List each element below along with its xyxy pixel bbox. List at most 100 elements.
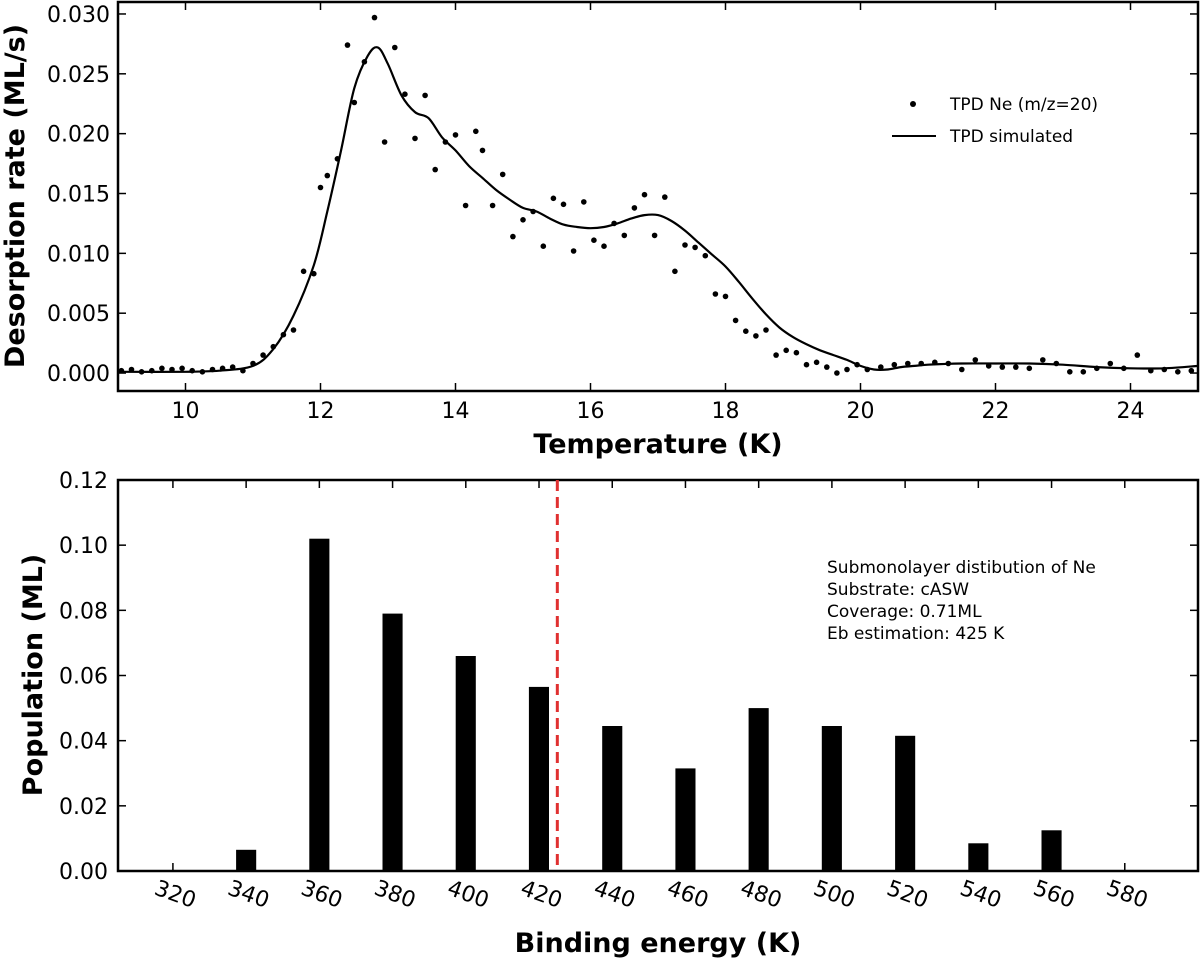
- bar-x-tick-label: 340: [224, 876, 272, 914]
- tpd-data-point: [412, 135, 418, 142]
- tpd-x-tick-label: 20: [847, 399, 875, 424]
- tpd-data-point: [250, 360, 256, 367]
- tpd-data-point: [550, 195, 557, 202]
- bar-x-tick-label: 420: [517, 876, 565, 914]
- tpd-data-point: [452, 132, 459, 138]
- bar-x-tick-label: 540: [957, 876, 1005, 914]
- bar-x-tick-label: 360: [298, 876, 346, 914]
- tpd-data-point: [793, 349, 800, 356]
- tpd-data-point: [1040, 357, 1046, 363]
- tpd-data-point: [219, 365, 226, 372]
- tpd-data-point: [783, 347, 789, 354]
- tpd-data-point: [311, 270, 317, 277]
- tpd-data-point: [999, 364, 1006, 370]
- tpd-data-point: [159, 365, 165, 372]
- tpd-plot-area: [117, 14, 1199, 376]
- tpd-x-tick-label: 24: [1117, 399, 1145, 424]
- bar-y-axis-title: Population (ML): [18, 554, 49, 796]
- tpd-data-point: [591, 237, 597, 243]
- bar-440: [602, 726, 623, 871]
- tpd-data-point: [317, 184, 324, 191]
- tpd-data-point: [300, 268, 307, 275]
- tpd-y-tick-label: 0.010: [47, 242, 110, 267]
- tpd-data-point: [743, 328, 749, 335]
- legend-dot-marker: [910, 101, 916, 107]
- bar-360: [309, 538, 330, 871]
- tpd-data-point: [1080, 369, 1087, 375]
- tpd-data-point: [1026, 365, 1033, 372]
- tpd-data-point: [824, 364, 830, 370]
- tpd-data-point: [945, 360, 952, 367]
- annotation-box: Submonolayer distibution of Ne Substrate…: [827, 558, 1096, 644]
- tpd-plot-frame: [116, 0, 1200, 393]
- tpd-data-point: [712, 291, 719, 297]
- tpd-data-point: [479, 147, 486, 154]
- bar-520: [895, 735, 916, 871]
- tpd-data-point: [422, 92, 428, 99]
- tpd-data-point: [442, 139, 449, 145]
- bar-x-tick-label: 380: [371, 876, 419, 914]
- tpd-data-point: [651, 232, 658, 239]
- tpd-y-tick-label: 0.005: [47, 302, 110, 327]
- tpd-x-tick-label: 12: [307, 399, 335, 424]
- tpd-x-tick-label: 14: [442, 399, 470, 424]
- bar-x-tick-label: 320: [151, 876, 199, 914]
- bar-460: [675, 768, 696, 871]
- tpd-data-point: [540, 243, 547, 249]
- annotation-line-3: Coverage: 0.71ML: [827, 602, 982, 622]
- tpd-data-point: [149, 367, 155, 374]
- tpd-data-point: [905, 360, 911, 367]
- tpd-data-point: [803, 361, 810, 368]
- tpd-data-point: [631, 205, 638, 211]
- tpd-y-axis: 0.000 0.005 0.010 0.015 0.020 0.025 0.030: [47, 3, 1198, 387]
- tpd-data-point: [1094, 365, 1100, 372]
- tpd-data-point: [854, 361, 860, 368]
- tpd-data-point: [351, 99, 358, 106]
- tpd-data-point: [972, 357, 979, 363]
- bar-y-tick-label: 0.02: [59, 795, 108, 820]
- tpd-data-point: [324, 172, 331, 179]
- annotation-line-1: Submonolayer distibution of Ne: [827, 558, 1096, 578]
- tpd-data-point: [601, 243, 607, 249]
- tpd-data-point: [641, 191, 648, 198]
- tpd-data-point: [473, 128, 479, 135]
- tpd-y-tick-label: 0.025: [47, 63, 110, 88]
- bar-x-tick-label: 560: [1030, 876, 1078, 914]
- tpd-y-tick-label: 0.020: [47, 123, 110, 148]
- tpd-data-point: [118, 367, 125, 374]
- tpd-data-point: [169, 366, 175, 373]
- bar-x-tick-label: 480: [737, 876, 785, 914]
- bar-x-tick-label: 500: [810, 876, 858, 914]
- tpd-x-tick-label: 18: [712, 399, 740, 424]
- tpd-data-point: [199, 369, 206, 375]
- tpd-data-point: [209, 366, 216, 373]
- tpd-data-point: [1134, 352, 1141, 358]
- tpd-data-point: [682, 242, 688, 248]
- tpd-simulated-line: [117, 46, 1199, 373]
- tpd-data-point: [432, 166, 439, 173]
- tpd-data-point: [520, 217, 526, 223]
- tpd-data-point: [189, 367, 195, 374]
- annotation-line-4: Eb estimation: 425 K: [827, 624, 1005, 644]
- tpd-data-point: [290, 327, 297, 333]
- tpd-data-point: [229, 364, 236, 370]
- tpd-data-point: [611, 220, 617, 227]
- tpd-data-point: [402, 91, 408, 97]
- tpd-data-point: [672, 268, 678, 275]
- tpd-data-point: [280, 331, 287, 338]
- tpd-data-point: [128, 366, 135, 373]
- tpd-data-point: [878, 364, 884, 370]
- tpd-data-point: [334, 156, 341, 162]
- tpd-data-point: [918, 360, 924, 367]
- tpd-data-point: [732, 317, 739, 324]
- tpd-data-point: [344, 42, 351, 48]
- tpd-data-point: [692, 244, 698, 251]
- tpd-data-point: [1175, 369, 1181, 375]
- bar-y-tick-label: 0.08: [59, 599, 108, 624]
- tpd-data-point: [864, 366, 871, 373]
- legend-label-experimental: TPD Ne (m/z=20): [949, 95, 1098, 115]
- tpd-data-point: [530, 208, 536, 215]
- bar-500: [821, 726, 842, 871]
- annotation-line-2: Substrate: cASW: [827, 580, 969, 600]
